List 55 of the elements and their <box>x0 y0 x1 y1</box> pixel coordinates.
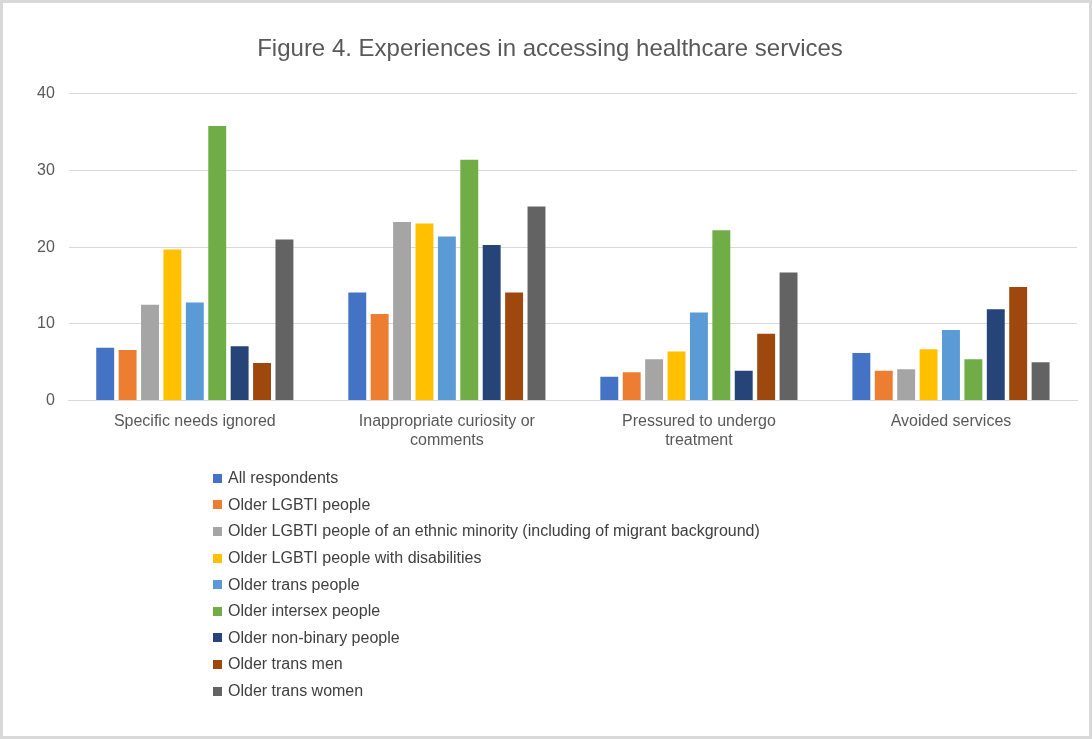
bar <box>874 370 893 401</box>
bar <box>667 351 686 401</box>
bar <box>964 359 983 401</box>
bar <box>253 363 271 401</box>
bar <box>712 230 731 401</box>
bar <box>734 370 753 401</box>
y-tick-label: 30 <box>37 160 55 178</box>
y-tick-label: 0 <box>45 391 55 409</box>
bar <box>118 349 137 401</box>
bar <box>600 376 619 401</box>
bar <box>275 239 294 401</box>
bar <box>415 223 434 401</box>
x-tick-label: Avoided services <box>890 411 1012 429</box>
y-tick-label: 40 <box>37 84 55 102</box>
bar <box>689 312 708 401</box>
legend-label: Older LGBTI people of an ethnic minority (including of migrant background) <box>228 522 760 541</box>
legend-label: Older intersex people <box>228 602 381 621</box>
bar <box>505 292 524 401</box>
bar <box>986 309 1005 401</box>
bar <box>942 330 960 401</box>
bar <box>370 313 389 401</box>
bar <box>185 302 204 401</box>
bar <box>1031 362 1050 401</box>
bar <box>779 272 798 401</box>
y-tick-label: 10 <box>37 314 55 332</box>
bar <box>163 249 182 401</box>
bar <box>527 206 546 401</box>
bar <box>757 333 776 401</box>
legend-label: Older non-binary people <box>228 628 400 647</box>
bar <box>919 349 938 401</box>
bar <box>1009 287 1028 401</box>
legend-label: All respondents <box>228 469 339 488</box>
y-tick-label: 20 <box>37 237 55 255</box>
bar <box>460 159 479 401</box>
bar <box>141 304 159 401</box>
x-tick-label: Inappropriate curiosity or comments <box>358 411 536 448</box>
legend-label: Older trans men <box>228 655 343 674</box>
bar <box>348 292 367 401</box>
chart-title: Figure 4. Experiences in accessing healthcare services <box>257 34 843 62</box>
x-tick-label: Pressured to undergo treatment <box>621 411 776 448</box>
bar <box>393 221 412 401</box>
legend-label: Older trans women <box>228 682 364 701</box>
bar <box>437 236 456 401</box>
bar <box>482 244 501 401</box>
bar <box>96 347 115 401</box>
bar <box>645 359 664 401</box>
bar <box>852 353 871 401</box>
legend-label: Older LGBTI people <box>228 495 371 514</box>
bar <box>208 126 227 401</box>
legend-label: Older trans people <box>228 575 360 594</box>
bar <box>622 372 641 401</box>
bar <box>897 369 916 401</box>
legend-label: Older LGBTI people with disabilities <box>228 549 482 568</box>
x-tick-label: Specific needs ignored <box>113 411 276 429</box>
bar <box>230 346 249 401</box>
